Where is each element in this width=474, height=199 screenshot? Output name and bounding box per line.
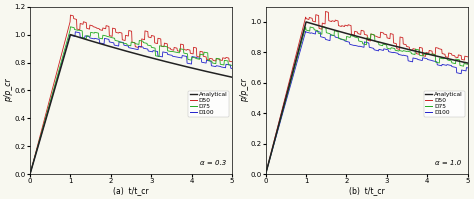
- Legend: Analytical, D50, D75, D100: Analytical, D50, D75, D100: [188, 91, 229, 117]
- Legend: Analytical, D50, D75, D100: Analytical, D50, D75, D100: [424, 91, 465, 117]
- Y-axis label: p/p_cr: p/p_cr: [240, 79, 249, 102]
- X-axis label: (a)  t/t_cr: (a) t/t_cr: [113, 186, 149, 195]
- Y-axis label: p/p_cr: p/p_cr: [4, 79, 13, 102]
- X-axis label: (b)  t/t_cr: (b) t/t_cr: [349, 186, 384, 195]
- Text: α = 0.3: α = 0.3: [200, 160, 226, 166]
- Text: α = 1.0: α = 1.0: [435, 160, 462, 166]
